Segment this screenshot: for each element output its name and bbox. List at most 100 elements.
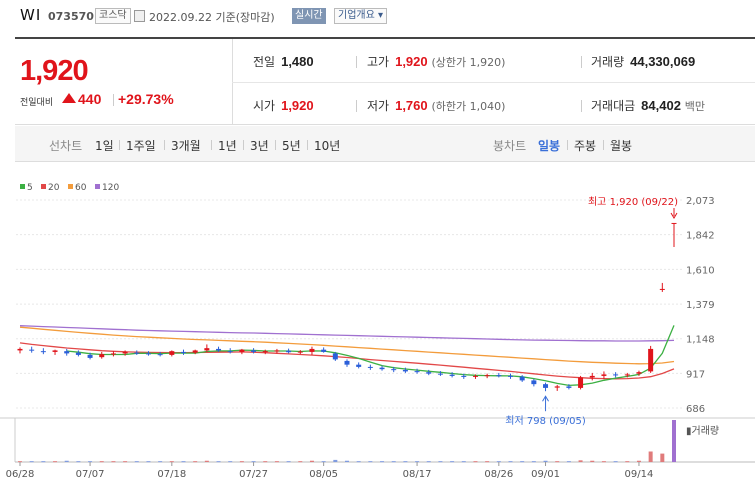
candle-weekly[interactable]: 주봉	[574, 139, 597, 153]
candle	[391, 369, 397, 371]
range-10y[interactable]: 10년	[314, 139, 341, 153]
range-1d[interactable]: 1일	[95, 139, 114, 153]
volume-bar	[403, 461, 408, 463]
x-tick-label: 09/14	[625, 469, 654, 480]
candle	[157, 354, 163, 356]
volume-bar	[41, 461, 46, 463]
volume-bar	[590, 460, 595, 462]
volume-bar	[345, 460, 349, 462]
volume-bar	[88, 461, 93, 463]
volume-bar	[625, 461, 630, 463]
candle	[472, 375, 478, 377]
candle-daily[interactable]: 일봉	[538, 139, 561, 153]
volume-bar	[216, 461, 221, 463]
stock-code: 073570	[48, 10, 94, 23]
y-tick-label: 1,148	[686, 335, 715, 346]
candle	[589, 375, 595, 378]
volume-bar	[648, 451, 653, 462]
stat-high: 고가 1,920 (상한가 1,920)	[367, 54, 506, 69]
volume-bar	[169, 461, 174, 463]
candle	[636, 372, 642, 374]
price-chart[interactable]: 5 20 60 120 2,073 1,842 1,610 1,379 1,148 917 686 ▮…	[0, 178, 755, 487]
volume-bar	[158, 461, 163, 463]
candle	[578, 377, 584, 388]
current-price: 1,920	[20, 55, 89, 87]
volume-bar	[508, 461, 513, 463]
volume-bar	[76, 461, 81, 463]
candle	[52, 350, 58, 352]
candle	[613, 374, 619, 376]
volume-bar	[368, 461, 373, 463]
as-of-date: 2022.09.22 기준(장마감)	[149, 11, 275, 24]
volume-bar	[415, 461, 420, 463]
volume-bar	[450, 461, 455, 463]
range-3y[interactable]: 3년	[250, 139, 269, 153]
candle	[624, 374, 630, 376]
candle	[134, 352, 140, 354]
legend-label-60: 60	[75, 183, 87, 193]
x-tick-label: 08/17	[403, 469, 432, 480]
x-tick-label: 07/27	[239, 469, 268, 480]
volume-bar	[181, 461, 186, 463]
x-tick-label: 08/26	[484, 469, 513, 480]
price-summary: 1,920 전일대비 440 +29.73% 전일 1,480 고가 1,920 (…	[15, 39, 755, 125]
volume-bar	[146, 461, 151, 463]
volume-bar	[239, 461, 244, 463]
chart-toolbar: 선차트 1일 1주일 3개월 1년 3년 5년 10년 봉차트 일봉 주봉 월봉	[15, 126, 755, 162]
range-1y[interactable]: 1년	[218, 139, 237, 153]
stat-open: 시가 1,920	[253, 98, 314, 113]
y-tick-label: 1,379	[686, 300, 715, 311]
volume-bar	[356, 461, 361, 463]
range-1w[interactable]: 1주일	[126, 139, 156, 153]
candle	[122, 351, 128, 354]
y-tick-label: 2,073	[686, 196, 715, 207]
ma20-line	[19, 342, 675, 380]
company-overview-dropdown[interactable]: 기업개요 ▾	[334, 8, 387, 24]
legend-label-5: 5	[27, 183, 33, 193]
candle	[601, 374, 607, 376]
stat-trading-value: 거래대금 84,402 백만	[591, 98, 706, 113]
volume-bar	[660, 453, 665, 462]
volume-label: ▮거래량	[686, 425, 719, 437]
volume-bar	[53, 461, 58, 463]
volume-bar	[134, 461, 139, 463]
range-5y[interactable]: 5년	[282, 139, 301, 153]
candle	[169, 351, 175, 355]
volume-bar	[438, 461, 443, 463]
candle	[262, 351, 268, 353]
candle	[332, 353, 338, 360]
candle	[239, 349, 245, 352]
candle-chart-label: 봉차트	[493, 139, 527, 153]
calendar-icon	[134, 10, 145, 22]
candle	[449, 374, 455, 376]
candle	[227, 351, 233, 353]
volume-bar	[309, 460, 314, 462]
stock-name[interactable]: WI	[20, 6, 42, 24]
volume-bar	[251, 461, 256, 463]
volume-bar	[111, 461, 116, 463]
legend-swatch-60	[68, 184, 73, 189]
volume-bar	[263, 461, 268, 463]
ma120-line	[19, 325, 675, 342]
y-tick-label: 1,610	[686, 265, 715, 276]
volume-bar	[636, 460, 641, 462]
volume-bar	[426, 461, 431, 463]
candle	[87, 354, 93, 358]
candle-monthly[interactable]: 월봉	[610, 139, 633, 153]
candle	[554, 386, 560, 388]
volume-bar	[543, 460, 548, 462]
range-3m[interactable]: 3개월	[171, 139, 201, 153]
price-change-percent: +29.73%	[118, 91, 174, 107]
candle	[321, 349, 327, 352]
summary-row-divider	[232, 82, 755, 83]
candle	[40, 351, 46, 353]
realtime-button[interactable]: 실시간	[292, 8, 326, 24]
ma5-line	[66, 325, 675, 387]
x-tick-label: 09/01	[531, 469, 560, 480]
candle	[414, 371, 420, 373]
volume-bar	[204, 460, 209, 462]
stat-volume: 거래량 44,330,069	[591, 54, 696, 69]
candle	[204, 348, 210, 351]
x-tick-label: 07/07	[76, 469, 105, 480]
candle	[75, 352, 81, 355]
